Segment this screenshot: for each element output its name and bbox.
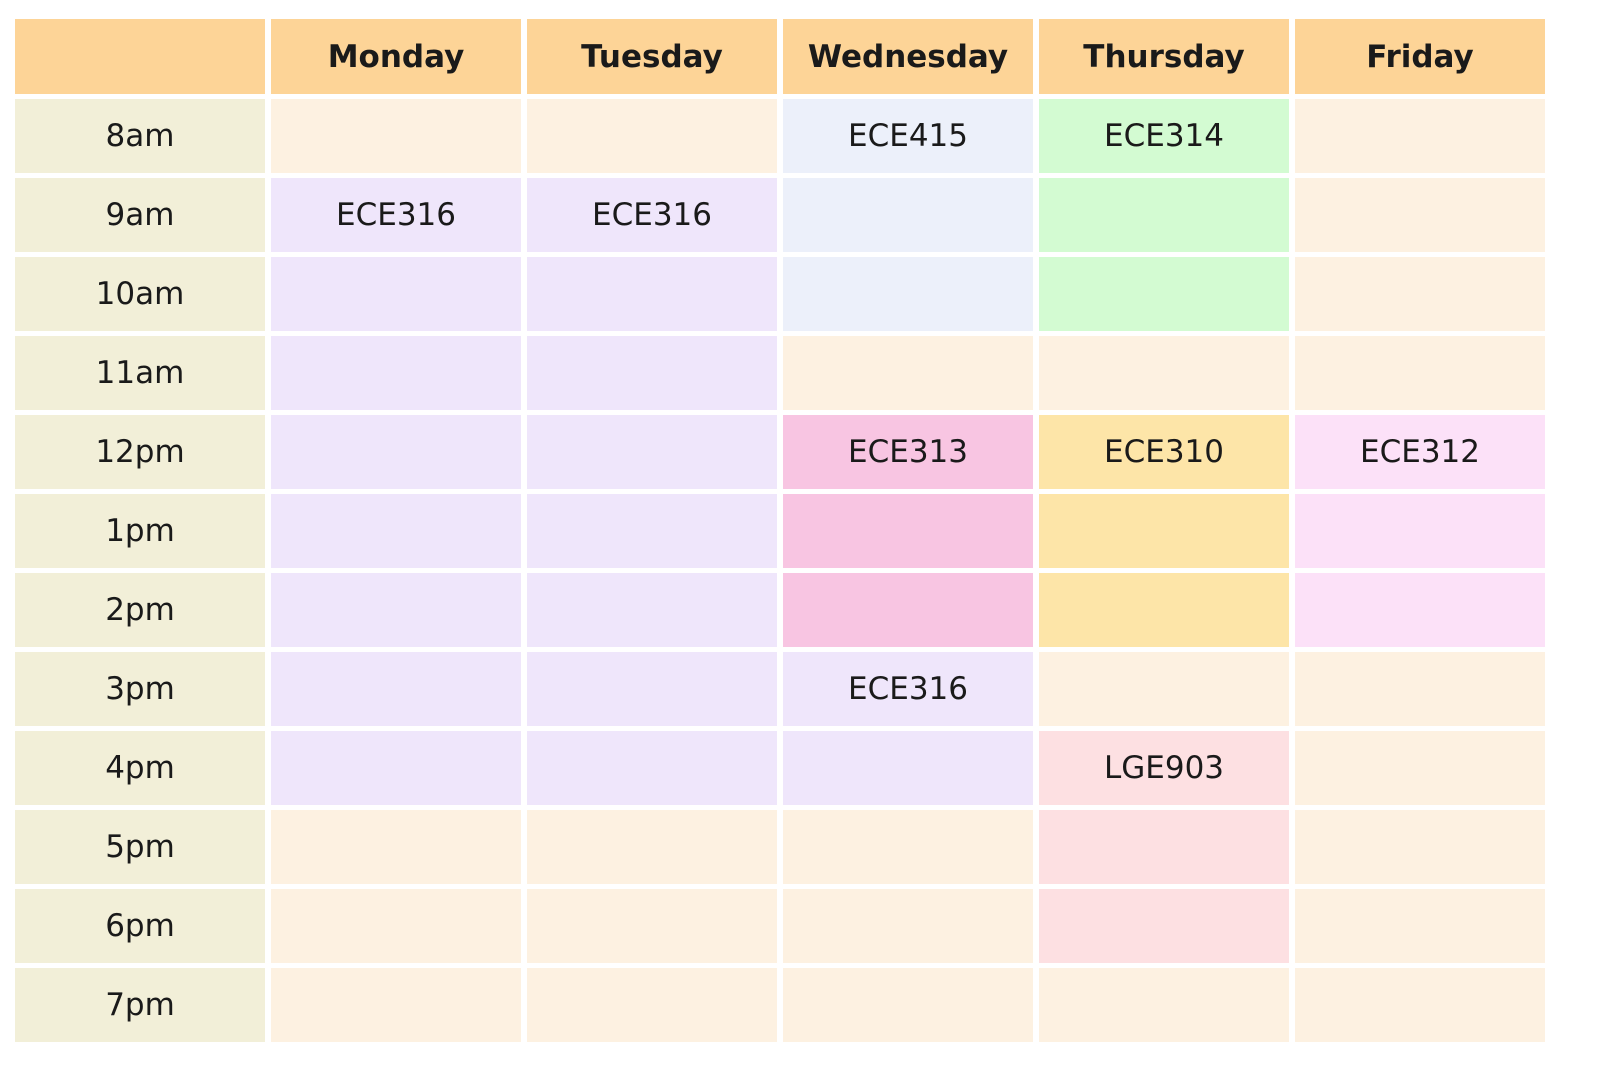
slot-wednesday-12pm[interactable]: ECE313 bbox=[783, 415, 1033, 489]
slot-tuesday-4pm[interactable] bbox=[527, 731, 777, 805]
slot-thursday-7pm[interactable] bbox=[1039, 968, 1289, 1042]
slot-tuesday-1pm[interactable] bbox=[527, 494, 777, 568]
slot-tuesday-6pm[interactable] bbox=[527, 889, 777, 963]
slot-thursday-2pm[interactable] bbox=[1039, 573, 1289, 647]
weekly-timetable: Monday Tuesday Wednesday Thursday Friday… bbox=[15, 19, 1545, 1042]
time-label-8am: 8am bbox=[15, 99, 265, 173]
day-header-wednesday: Wednesday bbox=[783, 19, 1033, 94]
time-label-2pm: 2pm bbox=[15, 573, 265, 647]
slot-friday-12pm[interactable]: ECE312 bbox=[1295, 415, 1545, 489]
slot-monday-10am[interactable] bbox=[271, 257, 521, 331]
slot-thursday-5pm[interactable] bbox=[1039, 810, 1289, 884]
slot-monday-6pm[interactable] bbox=[271, 889, 521, 963]
slot-monday-7pm[interactable] bbox=[271, 968, 521, 1042]
slot-thursday-12pm[interactable]: ECE310 bbox=[1039, 415, 1289, 489]
slot-tuesday-10am[interactable] bbox=[527, 257, 777, 331]
slot-thursday-4pm[interactable]: LGE903 bbox=[1039, 731, 1289, 805]
slot-wednesday-5pm[interactable] bbox=[783, 810, 1033, 884]
slot-tuesday-9am[interactable]: ECE316 bbox=[527, 178, 777, 252]
slot-monday-8am[interactable] bbox=[271, 99, 521, 173]
slot-thursday-6pm[interactable] bbox=[1039, 889, 1289, 963]
slot-friday-6pm[interactable] bbox=[1295, 889, 1545, 963]
time-label-11am: 11am bbox=[15, 336, 265, 410]
slot-tuesday-5pm[interactable] bbox=[527, 810, 777, 884]
slot-monday-11am[interactable] bbox=[271, 336, 521, 410]
slot-wednesday-1pm[interactable] bbox=[783, 494, 1033, 568]
slot-tuesday-12pm[interactable] bbox=[527, 415, 777, 489]
header-corner-cell bbox=[15, 19, 265, 94]
slot-wednesday-7pm[interactable] bbox=[783, 968, 1033, 1042]
slot-thursday-3pm[interactable] bbox=[1039, 652, 1289, 726]
slot-thursday-1pm[interactable] bbox=[1039, 494, 1289, 568]
slot-tuesday-2pm[interactable] bbox=[527, 573, 777, 647]
slot-friday-7pm[interactable] bbox=[1295, 968, 1545, 1042]
slot-monday-1pm[interactable] bbox=[271, 494, 521, 568]
slot-thursday-9am[interactable] bbox=[1039, 178, 1289, 252]
slot-friday-11am[interactable] bbox=[1295, 336, 1545, 410]
slot-tuesday-11am[interactable] bbox=[527, 336, 777, 410]
time-label-12pm: 12pm bbox=[15, 415, 265, 489]
time-label-6pm: 6pm bbox=[15, 889, 265, 963]
slot-friday-5pm[interactable] bbox=[1295, 810, 1545, 884]
time-label-3pm: 3pm bbox=[15, 652, 265, 726]
slot-friday-3pm[interactable] bbox=[1295, 652, 1545, 726]
slot-friday-4pm[interactable] bbox=[1295, 731, 1545, 805]
slot-wednesday-10am[interactable] bbox=[783, 257, 1033, 331]
slot-monday-9am[interactable]: ECE316 bbox=[271, 178, 521, 252]
slot-wednesday-4pm[interactable] bbox=[783, 731, 1033, 805]
slot-wednesday-2pm[interactable] bbox=[783, 573, 1033, 647]
slot-friday-8am[interactable] bbox=[1295, 99, 1545, 173]
slot-friday-2pm[interactable] bbox=[1295, 573, 1545, 647]
time-label-4pm: 4pm bbox=[15, 731, 265, 805]
time-label-5pm: 5pm bbox=[15, 810, 265, 884]
time-label-10am: 10am bbox=[15, 257, 265, 331]
slot-monday-2pm[interactable] bbox=[271, 573, 521, 647]
slot-monday-12pm[interactable] bbox=[271, 415, 521, 489]
slot-friday-10am[interactable] bbox=[1295, 257, 1545, 331]
slot-wednesday-11am[interactable] bbox=[783, 336, 1033, 410]
day-header-tuesday: Tuesday bbox=[527, 19, 777, 94]
slot-wednesday-3pm[interactable]: ECE316 bbox=[783, 652, 1033, 726]
slot-tuesday-8am[interactable] bbox=[527, 99, 777, 173]
time-label-1pm: 1pm bbox=[15, 494, 265, 568]
slot-tuesday-7pm[interactable] bbox=[527, 968, 777, 1042]
slot-monday-3pm[interactable] bbox=[271, 652, 521, 726]
time-label-7pm: 7pm bbox=[15, 968, 265, 1042]
time-label-9am: 9am bbox=[15, 178, 265, 252]
slot-wednesday-9am[interactable] bbox=[783, 178, 1033, 252]
slot-monday-4pm[interactable] bbox=[271, 731, 521, 805]
slot-thursday-8am[interactable]: ECE314 bbox=[1039, 99, 1289, 173]
slot-monday-5pm[interactable] bbox=[271, 810, 521, 884]
day-header-monday: Monday bbox=[271, 19, 521, 94]
slot-tuesday-3pm[interactable] bbox=[527, 652, 777, 726]
slot-friday-1pm[interactable] bbox=[1295, 494, 1545, 568]
day-header-thursday: Thursday bbox=[1039, 19, 1289, 94]
slot-thursday-10am[interactable] bbox=[1039, 257, 1289, 331]
slot-wednesday-8am[interactable]: ECE415 bbox=[783, 99, 1033, 173]
slot-friday-9am[interactable] bbox=[1295, 178, 1545, 252]
day-header-friday: Friday bbox=[1295, 19, 1545, 94]
slot-thursday-11am[interactable] bbox=[1039, 336, 1289, 410]
slot-wednesday-6pm[interactable] bbox=[783, 889, 1033, 963]
